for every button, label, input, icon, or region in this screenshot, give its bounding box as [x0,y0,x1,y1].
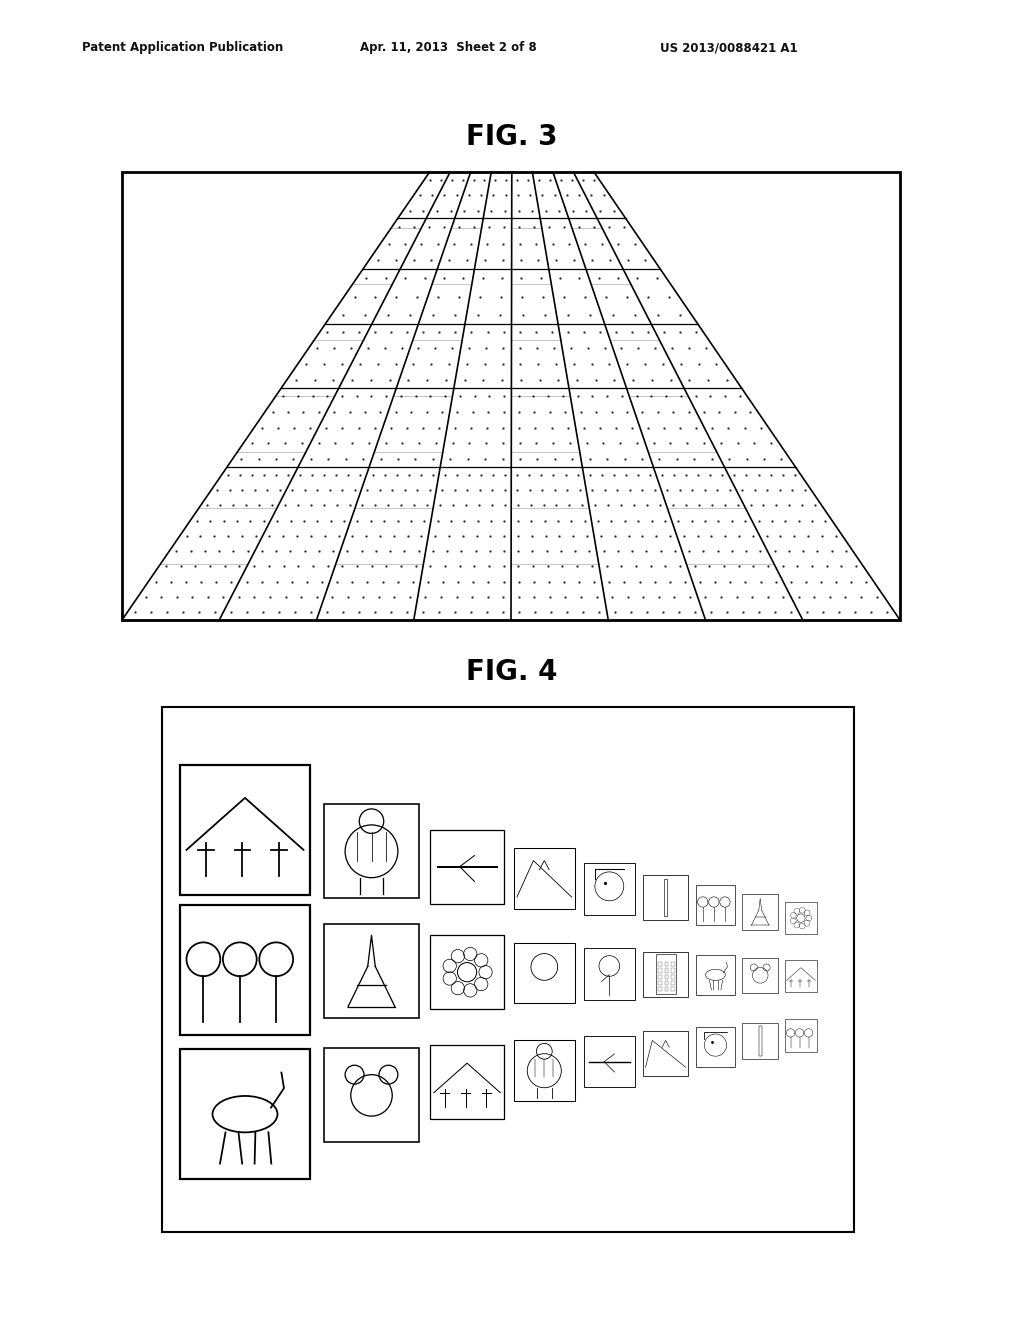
Bar [325,1048,419,1143]
Bar [759,1026,762,1056]
Bar [514,942,574,1003]
Text: FIG. 3: FIG. 3 [466,123,558,150]
Bar [658,969,663,973]
Bar [665,987,669,991]
Bar [784,902,817,935]
Bar [643,875,688,920]
Bar [430,830,504,904]
Bar [658,962,663,966]
Bar [655,954,676,994]
Bar [665,962,669,966]
Bar [671,969,675,973]
Bar [122,172,900,620]
Bar [430,1044,504,1118]
Text: Apr. 11, 2013  Sheet 2 of 8: Apr. 11, 2013 Sheet 2 of 8 [360,41,537,54]
Bar [671,974,675,979]
Bar [664,879,668,916]
Bar [430,936,504,1008]
Bar [658,974,663,979]
Bar [742,1023,778,1059]
Bar [742,957,778,993]
Bar [658,987,663,991]
Text: FIG. 4: FIG. 4 [466,657,558,686]
Bar [584,1036,635,1088]
Bar [584,948,635,999]
Bar [514,849,574,909]
Bar [695,886,735,925]
Bar [658,981,663,985]
Bar [671,962,675,966]
Bar [180,766,310,895]
Bar [514,1040,574,1101]
Bar [665,981,669,985]
Bar [695,1027,735,1067]
Bar [584,863,635,915]
Bar [643,952,688,997]
Bar [695,956,735,995]
Bar [784,1019,817,1052]
Bar [643,1031,688,1076]
Bar [162,708,854,1232]
Bar [325,804,419,899]
Bar [180,1049,310,1179]
Text: Patent Application Publication: Patent Application Publication [82,41,284,54]
Bar [180,904,310,1035]
Bar [784,960,817,991]
Bar [742,894,778,929]
Text: US 2013/0088421 A1: US 2013/0088421 A1 [660,41,798,54]
Bar [671,987,675,991]
Bar [665,969,669,973]
Bar [671,981,675,985]
Bar [665,974,669,979]
Bar [325,924,419,1018]
